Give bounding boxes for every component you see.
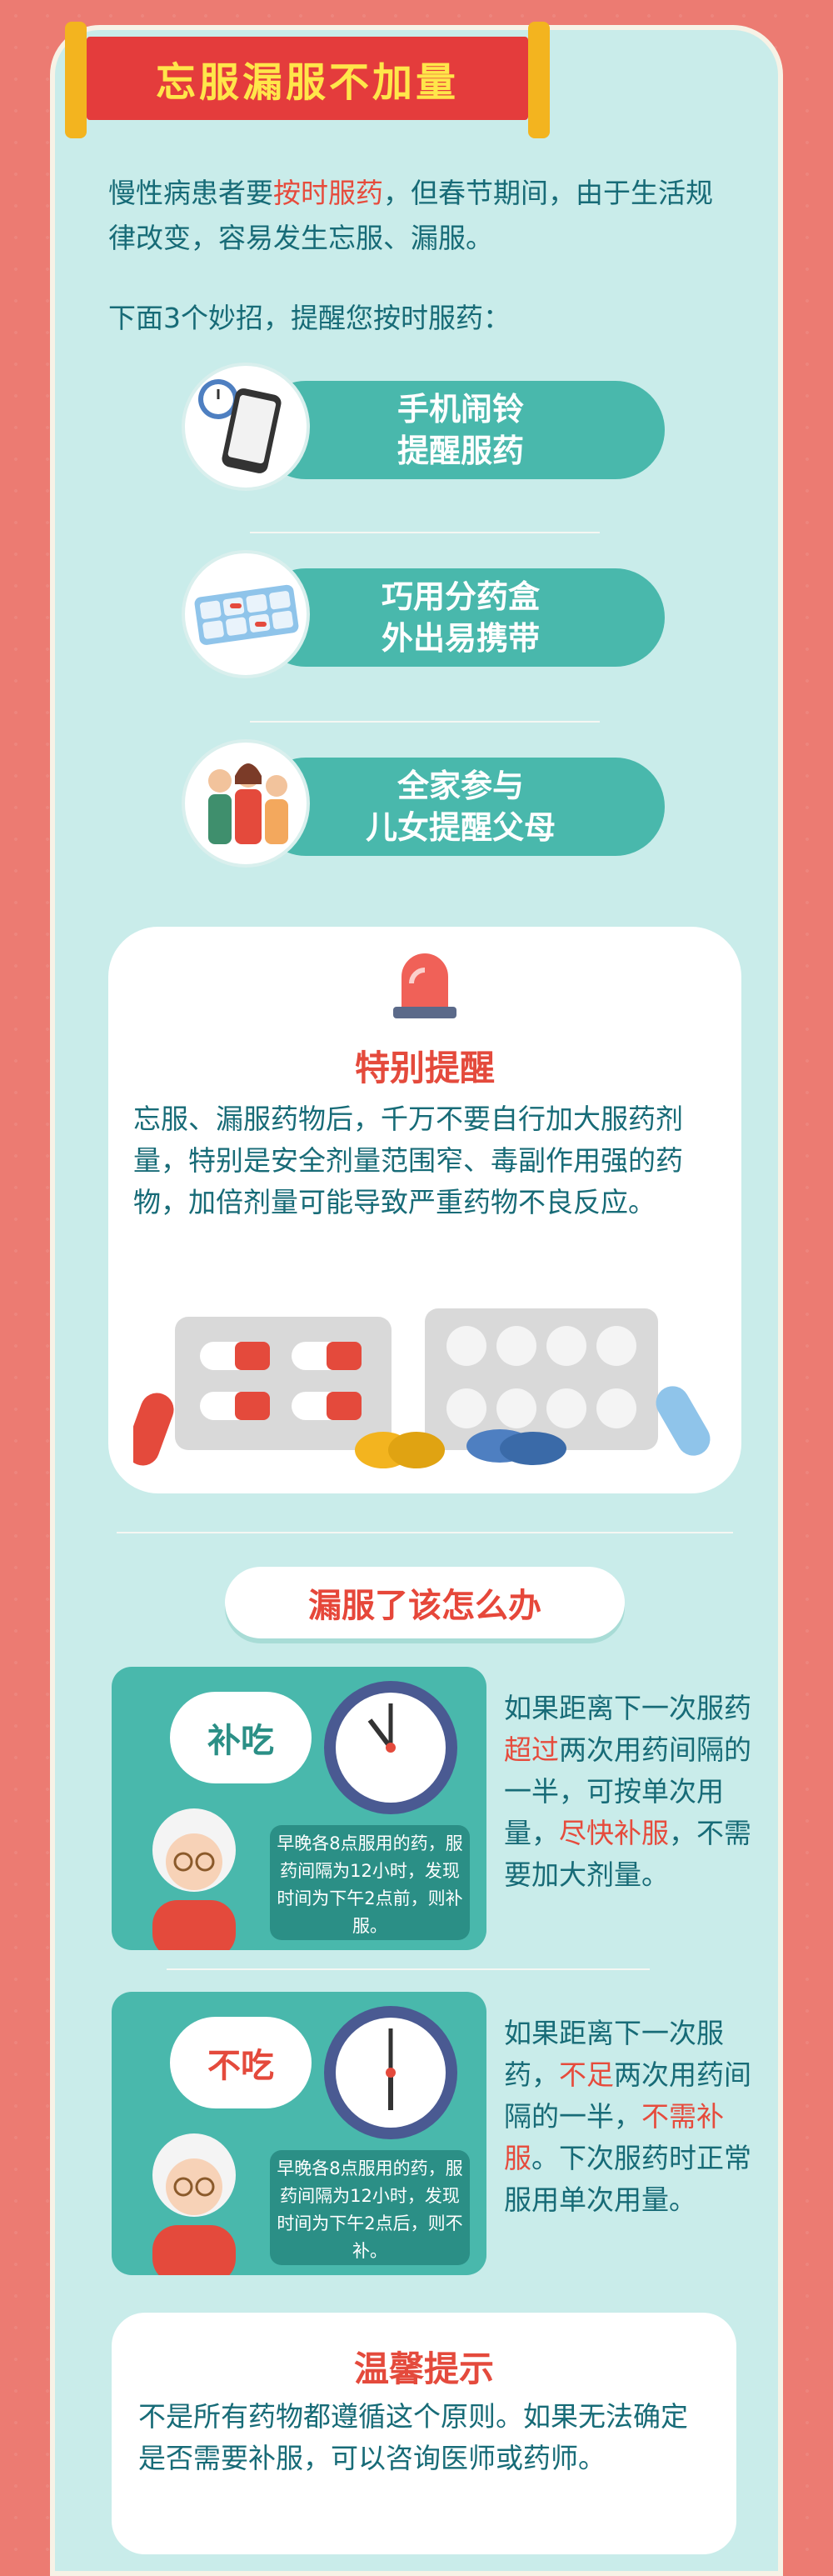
family-icon: [182, 739, 310, 868]
explanation-highlight: 超过: [504, 1733, 559, 1766]
title-banner: 忘服漏服不加量: [65, 22, 550, 138]
tip-separator: [250, 532, 600, 533]
take-now-explanation: 如果距离下一次服药超过两次用药间隔的一半，可按单次用量，尽快补服，不需要加大剂量…: [504, 1688, 762, 1896]
explanation-text: 两次用药间隔的一半，可按单次用量，: [504, 1733, 751, 1849]
grandmother-icon: [132, 1792, 257, 1950]
tips-intro: 下面3个妙招，提醒您按时服药：: [108, 302, 511, 334]
grandmother-icon: [132, 2117, 257, 2275]
case-divider: [167, 1968, 650, 1970]
explanation-highlight: 不需补服: [504, 2100, 724, 2174]
explanation-highlight: 不足: [559, 2058, 614, 2091]
tip-line-2: 儿女提醒父母: [365, 809, 556, 846]
pill-box-icon: [182, 550, 310, 678]
phone-alarm-icon: [182, 363, 310, 491]
alarm-siren-icon: [390, 940, 460, 1020]
section-divider: [117, 1532, 733, 1533]
explanation-text: 如果距离下一次服药: [504, 1692, 751, 1724]
reminder-card: 温馨提示 不是所有药物都遵循这个原则。如果无法确定是否需要补服，可以咨询医师或药…: [112, 2313, 736, 2554]
scroll-rod-right: [528, 22, 550, 138]
skip-dose-scene: 不吃 早晚各8点服用的药，服药间隔为12小时，发现时间为下午2点后，则不补。: [112, 1992, 486, 2275]
intro-paragraph: 慢性病患者要按时服药，但春节期间，由于生活规律改变，容易发生忘服、漏服。: [108, 171, 725, 261]
banner-body: 忘服漏服不加量: [87, 37, 528, 120]
speech-bubble: 不吃: [170, 2017, 312, 2108]
example-note: 早晚各8点服用的药，服药间隔为12小时，发现时间为下午2点后，则不补。: [270, 2150, 470, 2265]
tip-pill-box: 巧用分药盒 外出易携带: [182, 550, 665, 678]
explanation-text: 两次用药间隔的一半，: [504, 2058, 751, 2133]
explanation-text: 。下次服药时正常服用单次用量。: [504, 2142, 751, 2216]
explanation-highlight: 尽快补服: [559, 1817, 669, 1849]
example-note: 早晚各8点服用的药，服药间隔为12小时，发现时间为下午2点前，则补服。: [270, 1825, 470, 1940]
tip-line-2: 提醒服药: [397, 433, 524, 469]
take-now-scene: 补吃 早晚各8点服用的药，服药间隔为12小时，发现时间为下午2点前，则补服。: [112, 1667, 486, 1950]
tip-line-1: 全家参与: [397, 768, 524, 804]
speech-bubble: 补吃: [170, 1692, 312, 1783]
warning-title: 特别提醒: [354, 1048, 495, 1088]
missed-dose-title: 漏服了该怎么办: [225, 1567, 625, 1638]
intro-text-1: 慢性病患者要: [108, 177, 273, 209]
tip-separator: [250, 721, 600, 723]
clock-icon: [320, 2002, 461, 2143]
tip-pill: 全家参与 儿女提醒父母: [257, 758, 665, 856]
intro-text-2: ，但春节期间，由于生活规律改变，容易发生忘服、漏服。: [108, 177, 713, 254]
banner-title: 忘服漏服不加量: [155, 59, 459, 106]
skip-dose-explanation: 如果距离下一次服药，不足两次用药间隔的一半，不需补服。下次服药时正常服用单次用量…: [504, 2013, 762, 2221]
warning-text: 忘服、漏服药物后，千万不要自行加大服药剂量，特别是安全剂量范围窄、毒副作用强的药…: [133, 1103, 683, 1218]
tip-line-1: 巧用分药盒: [381, 578, 540, 615]
reminder-text: 不是所有药物都遵循这个原则。如果无法确定是否需要补服，可以咨询医师或药师。: [138, 2400, 688, 2474]
medicine-illustration: [126, 1300, 716, 1475]
tip-line-2: 外出易携带: [381, 620, 540, 657]
explanation-text: 如果距离下一次服药，: [504, 2017, 724, 2091]
clock-icon: [320, 1677, 461, 1818]
tip-pill: 巧用分药盒 外出易携带: [257, 568, 665, 667]
explanation-text: ，不需要加大剂量。: [504, 1817, 751, 1891]
tip-family: 全家参与 儿女提醒父母: [182, 739, 665, 868]
scroll-rod-left: [65, 22, 87, 138]
tip-phone-alarm: 手机闹铃 提醒服药: [182, 363, 665, 491]
intro-highlight: 按时服药: [273, 177, 383, 209]
tip-pill: 手机闹铃 提醒服药: [257, 381, 665, 479]
tip-line-1: 手机闹铃: [397, 391, 524, 428]
reminder-title: 温馨提示: [353, 2348, 494, 2389]
